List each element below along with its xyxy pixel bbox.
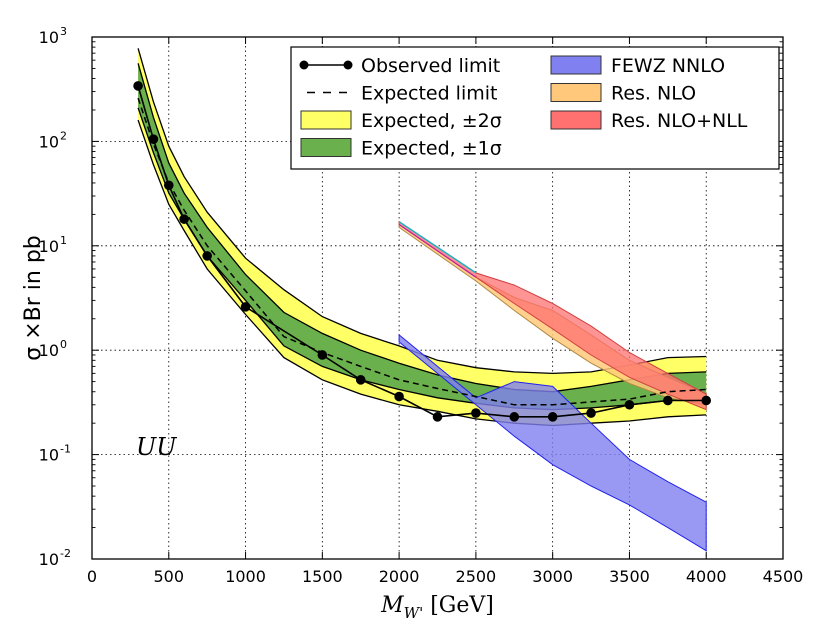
legend-entry: Res. NLO — [550, 83, 696, 105]
x-axis-label: MW' [GeV] — [380, 593, 494, 622]
legend-entry: FEWZ NNLO — [550, 55, 725, 77]
observed-point — [202, 251, 212, 261]
legend-patch — [550, 83, 602, 102]
x-tick-label: 2500 — [456, 567, 497, 586]
band-1sigma-upper-edge — [137, 63, 707, 393]
x-tick-label: 4000 — [686, 567, 727, 586]
legend-label: Res. NLO — [611, 83, 696, 105]
x-tick-label: 2000 — [379, 567, 420, 586]
legend-patch — [300, 138, 352, 157]
observed-markers — [133, 81, 712, 422]
legend-entry: Expected, ±1σ — [300, 138, 502, 160]
observed-point — [547, 412, 558, 422]
legend-label: FEWZ NNLO — [611, 55, 725, 77]
observed-point — [179, 214, 189, 224]
legend-label: Res. NLO+NLL — [611, 110, 748, 132]
x-tick-label: 3500 — [609, 567, 650, 586]
x-tick-label: 500 — [154, 567, 185, 586]
observed-point — [240, 302, 251, 312]
legend-label: Expected, ±2σ — [361, 110, 502, 132]
annotation-uu: UU — [136, 433, 177, 461]
y-tick-label: 10 — [39, 237, 59, 256]
legend: Observed limit Expected limit Expected, ±2… — [290, 46, 780, 170]
y-tick-label: 10 — [39, 28, 59, 47]
legend-entry: Expected limit — [301, 83, 497, 105]
legend-patch — [550, 110, 602, 130]
observed-point — [624, 399, 635, 410]
observed-point — [471, 408, 481, 418]
legend-label: Observed limit — [361, 55, 500, 77]
res-nlo-nll-lower-edge — [398, 224, 477, 278]
y-tick-label: 10 — [39, 341, 59, 360]
band-res-nlo-nll — [398, 220, 707, 411]
y-axis-label: σ ×Br in pb — [21, 235, 46, 360]
expected-limit-line — [137, 97, 707, 406]
legend-entry: Expected, ±2σ — [300, 110, 502, 132]
legend-entry: Observed limit — [299, 55, 500, 77]
band-2sigma-upper-edge — [137, 48, 707, 375]
legend-label: Expected limit — [361, 83, 497, 105]
x-tick-label: 3000 — [532, 567, 573, 586]
y-tick-label: 10 — [39, 132, 59, 151]
res-nlo-nll-upper-edge — [398, 221, 477, 274]
y-tick-exponent: -1 — [60, 443, 71, 456]
observed-point — [586, 408, 596, 418]
observed-point — [133, 81, 143, 91]
y-tick-exponent: 2 — [60, 129, 67, 142]
x-tick-label: 4500 — [763, 567, 804, 586]
y-tick-label: 10 — [39, 550, 59, 569]
legend-patch — [300, 110, 352, 130]
x-tick-label: 1000 — [225, 567, 266, 586]
band-2sigma-lower-edge — [137, 119, 707, 427]
y-tick-label: 10 — [39, 446, 59, 465]
observed-point — [148, 134, 159, 144]
legend-entry: Res. NLO+NLL — [550, 110, 748, 132]
observed-point — [663, 395, 673, 406]
legend-patch — [550, 55, 602, 75]
y-tick-exponent: 3 — [60, 25, 67, 38]
observed-point — [701, 395, 712, 406]
bands — [137, 48, 707, 552]
legend-box — [290, 46, 780, 170]
y-tick-exponent: 0 — [60, 338, 67, 351]
legend-label: Expected, ±1σ — [361, 138, 502, 160]
observed-point — [163, 180, 174, 191]
legend-marker — [343, 60, 353, 70]
x-tick-label: 1500 — [302, 567, 343, 586]
y-tick-exponent: 1 — [60, 234, 67, 247]
observed-point — [432, 412, 443, 422]
legend-marker — [299, 60, 309, 70]
band-expected-1sigma — [138, 63, 707, 410]
x-tick-label: 0 — [87, 567, 97, 586]
plot-frame — [91, 36, 784, 560]
observed-point — [394, 391, 404, 402]
y-tick-exponent: -2 — [60, 547, 71, 560]
band-fewz-nnlo — [398, 333, 707, 552]
observed-point — [355, 375, 366, 385]
observed-point — [509, 412, 520, 422]
observed-point — [317, 350, 328, 360]
